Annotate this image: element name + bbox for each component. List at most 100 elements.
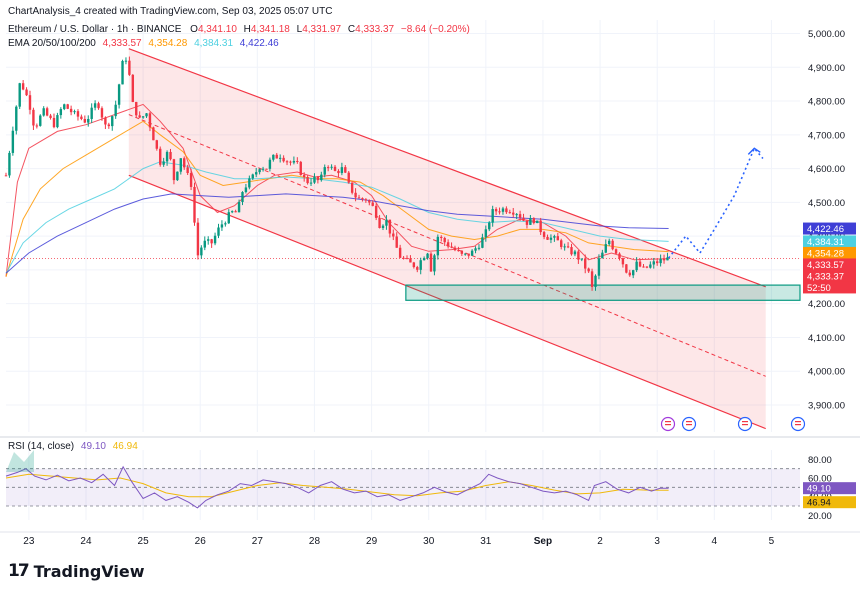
candle-up <box>59 109 63 116</box>
candle-down <box>542 232 546 237</box>
candle-up <box>272 154 275 160</box>
support-zone <box>405 284 801 301</box>
candle-down <box>498 211 501 213</box>
candle-down <box>172 159 176 181</box>
candle-down <box>443 238 446 243</box>
rsi-value: 49.10 <box>80 441 106 452</box>
candle-down <box>275 154 278 159</box>
candle-down <box>518 214 522 218</box>
price-label-tag <box>803 269 856 282</box>
candle-down <box>296 160 299 162</box>
candle-down <box>299 161 302 176</box>
candle-down <box>66 104 69 109</box>
candle-down <box>467 253 470 256</box>
candle-down <box>4 175 8 177</box>
open-label: O <box>190 24 198 35</box>
candle-down <box>97 103 100 109</box>
price-label-tag <box>803 235 856 248</box>
candle-up <box>162 161 165 165</box>
candle-down <box>104 117 107 125</box>
candle-up <box>433 255 436 272</box>
low-label: L <box>296 24 303 35</box>
price-label-tag <box>803 258 856 271</box>
candle-up <box>381 225 385 228</box>
rsi-ma-tag-text: 46.94 <box>807 498 831 509</box>
candle-up <box>652 261 655 265</box>
candle-down <box>398 247 402 258</box>
change-value: −8.64 (−0.20%) <box>400 24 470 35</box>
candle-down <box>412 262 416 268</box>
candle-down <box>590 271 594 287</box>
price-labels: 4,422.46 4,384.314,354.284,333.574,333.37… <box>803 222 856 509</box>
open-value: 4,341.10 <box>197 24 237 35</box>
candle-down <box>289 161 292 163</box>
candles <box>4 56 669 291</box>
projection-arrowhead <box>747 147 761 155</box>
rsi-label: RSI (14, close) <box>8 441 75 452</box>
candle-down <box>152 127 155 141</box>
candle-up <box>200 247 203 256</box>
candle-up <box>237 201 241 213</box>
candle-up <box>124 60 128 62</box>
ema20-value: 4,333.57 <box>102 38 142 49</box>
candle-up <box>241 192 244 202</box>
rsi-line <box>5 465 669 509</box>
candle-down <box>566 246 570 248</box>
time-tick-label: 23 <box>23 536 35 547</box>
price-label-text: 4,333.57 <box>807 260 844 271</box>
candle-down <box>285 161 289 163</box>
price-label-text: 4,422.46 <box>807 224 844 235</box>
rsi-tick-label: 20.00 <box>808 511 832 522</box>
tradingview-logo[interactable]: 17 TradingView <box>8 561 145 581</box>
candle-down <box>83 118 87 123</box>
flag-icon-stripe <box>795 424 801 426</box>
price-label-text: 52:50 <box>807 283 831 294</box>
created-caption: ChartAnalysis_4 created with TradingView… <box>8 6 333 17</box>
candle-down <box>388 219 392 234</box>
candle-down <box>193 186 196 223</box>
time-tick-label: 30 <box>423 536 435 547</box>
candle-up <box>470 250 474 256</box>
candle-up <box>419 260 422 270</box>
candle-up <box>608 240 611 245</box>
lightning-icon-stripe <box>665 424 671 426</box>
candle-down <box>374 205 378 218</box>
price-label-text: 4,333.37 <box>807 271 844 282</box>
candle-up <box>659 258 662 264</box>
event-icons[interactable] <box>660 416 806 432</box>
candle-down <box>611 240 614 250</box>
candle-down <box>21 83 25 90</box>
price-tick-label: 3,900.00 <box>808 400 845 411</box>
rsi-pane <box>5 450 800 509</box>
candle-up <box>179 158 182 172</box>
time-tick-label: 3 <box>654 536 660 547</box>
ema100-value: 4,384.31 <box>194 38 234 49</box>
candle-up <box>529 218 532 225</box>
candle-up <box>422 258 426 261</box>
candle-up <box>176 171 179 181</box>
candle-up <box>292 160 296 163</box>
candle-down <box>525 220 529 225</box>
rsi-value-tag-text: 49.10 <box>807 484 831 495</box>
candle-down <box>642 266 645 268</box>
price-tick-label: 4,500.00 <box>808 198 845 209</box>
candle-up <box>258 169 261 173</box>
candle-down <box>52 117 56 128</box>
candle-down <box>532 218 536 224</box>
flag-icon-stripe <box>742 421 748 423</box>
candle-down <box>371 202 374 206</box>
projection-path <box>667 146 764 259</box>
price-label-text: 4,384.31 <box>807 237 844 248</box>
candle-up <box>114 104 117 117</box>
candle-up <box>635 261 638 271</box>
price-tick-label: 4,100.00 <box>808 333 845 344</box>
candle-up <box>251 174 254 179</box>
time-tick-label: 2 <box>597 536 603 547</box>
candle-down <box>392 233 395 237</box>
candle-down <box>618 253 621 259</box>
candle-down <box>662 258 666 261</box>
candle-up <box>207 239 210 241</box>
time-tick-label: 25 <box>138 536 150 547</box>
price-tick-label: 4,800.00 <box>808 97 845 108</box>
